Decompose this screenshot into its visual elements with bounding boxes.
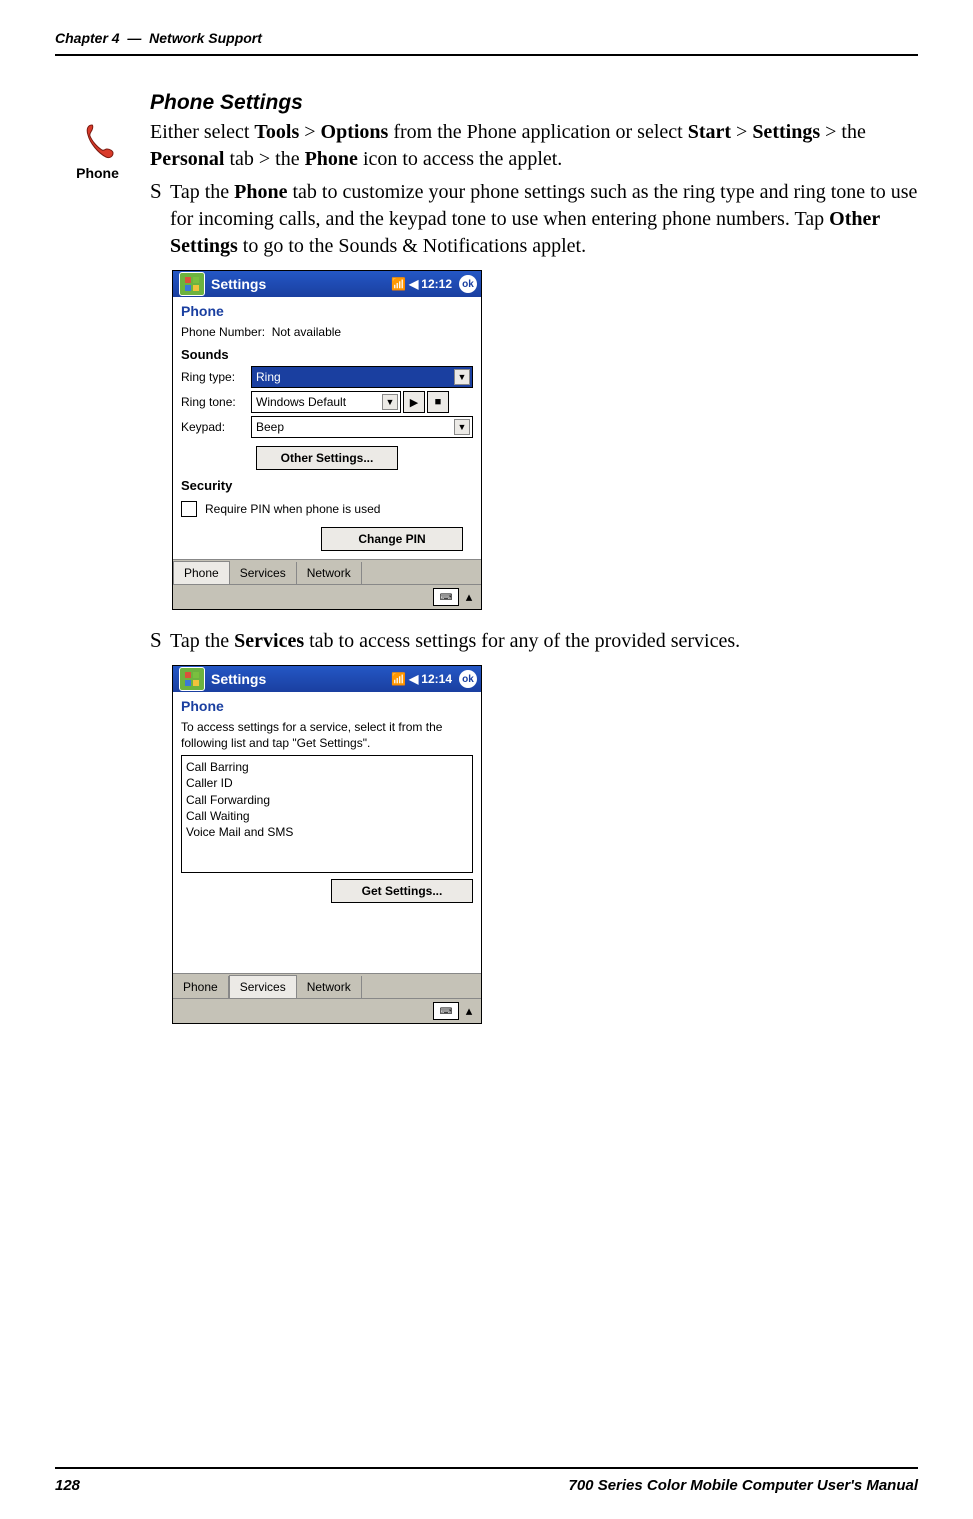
keyboard-icon[interactable]: ⌨ [433, 588, 459, 606]
require-pin-checkbox[interactable] [181, 501, 197, 517]
ppc1-phone-number: Phone Number: Not available [181, 325, 473, 339]
chevron-down-icon: ▼ [382, 394, 398, 410]
ppc1-clock: 12:12 [421, 277, 452, 291]
play-button[interactable]: ▶ [403, 391, 425, 413]
volume-icon: ◀ [409, 672, 418, 686]
tab-phone[interactable]: Phone [173, 976, 229, 998]
start-icon[interactable] [179, 667, 205, 691]
list-item[interactable]: Call Waiting [186, 808, 468, 824]
ppc2-heading: Phone [181, 698, 473, 714]
ppc1-bottombar: ⌨ ▴ [173, 584, 481, 609]
list-item[interactable]: Call Barring [186, 759, 468, 775]
tab-services[interactable]: Services [230, 562, 297, 584]
screenshot2: Settings 📶 ◀ 12:14 ok Phone To access se… [172, 665, 482, 1024]
screenshot1: Settings 📶 ◀ 12:12 ok Phone Phone Number… [172, 270, 482, 610]
other-settings-button[interactable]: Other Settings... [256, 446, 398, 470]
section-heading: Phone Settings [150, 91, 918, 115]
chevron-down-icon: ▼ [454, 369, 470, 385]
ppc2-title-label: Settings [211, 671, 266, 687]
get-settings-button[interactable]: Get Settings... [331, 879, 473, 903]
change-pin-button[interactable]: Change PIN [321, 527, 463, 551]
ok-button[interactable]: ok [459, 670, 477, 688]
ppc2-clock: 12:14 [421, 672, 452, 686]
ppc2-tray: 📶 ◀ 12:14 ok [391, 670, 481, 688]
bullet-marker: S [150, 628, 170, 655]
ring-type-label: Ring type: [181, 370, 251, 384]
list-item[interactable]: Call Forwarding [186, 792, 468, 808]
ok-button[interactable]: ok [459, 275, 477, 293]
ppc1-sounds-heading: Sounds [181, 347, 473, 362]
ppc1-tabs: Phone Services Network [173, 559, 481, 584]
keypad-label: Keypad: [181, 420, 251, 434]
ppc2-titlebar: Settings 📶 ◀ 12:14 ok [173, 666, 481, 692]
intro-text: Either select Tools > Options from the P… [150, 119, 918, 173]
footer-text: 128 700 Series Color Mobile Computer Use… [55, 1477, 918, 1494]
tab-network[interactable]: Network [297, 562, 362, 584]
keyboard-icon[interactable]: ⌨ [433, 1002, 459, 1020]
ppc1-heading: Phone [181, 303, 473, 319]
ppc1-titlebar: Settings 📶 ◀ 12:12 ok [173, 271, 481, 297]
bullet1-text: Tap the Phone tab to customize your phon… [170, 179, 918, 260]
phone-icon [80, 121, 116, 161]
ppc2-instructions: To access settings for a service, select… [181, 720, 473, 751]
keypad-select[interactable]: Beep ▼ [251, 416, 473, 438]
phone-icon-label: Phone [55, 165, 140, 181]
header-chapter: Chapter 4 [55, 30, 120, 46]
up-arrow-icon[interactable]: ▴ [463, 589, 475, 605]
header-rule [55, 54, 918, 56]
signal-icon: 📶 [391, 277, 406, 291]
chevron-down-icon: ▼ [454, 419, 470, 435]
tab-services[interactable]: Services [229, 975, 297, 998]
ppc1-tray: 📶 ◀ 12:12 ok [391, 275, 481, 293]
page-header: Chapter 4 — Network Support [55, 30, 918, 46]
volume-icon: ◀ [409, 277, 418, 291]
signal-icon: 📶 [391, 672, 406, 686]
tab-phone[interactable]: Phone [173, 561, 230, 584]
stop-button[interactable]: ■ [427, 391, 449, 413]
ring-tone-select[interactable]: Windows Default ▼ [251, 391, 401, 413]
header-sep: — [127, 30, 141, 46]
bullet2-text: Tap the Services tab to access settings … [170, 628, 918, 655]
header-title: Network Support [149, 30, 262, 46]
bullet-marker: S [150, 179, 170, 260]
start-icon[interactable] [179, 272, 205, 296]
list-item[interactable]: Voice Mail and SMS [186, 824, 468, 840]
ring-tone-label: Ring tone: [181, 395, 251, 409]
require-pin-label: Require PIN when phone is used [205, 502, 380, 516]
ppc2-bottombar: ⌨ ▴ [173, 998, 481, 1023]
page-number: 128 [55, 1477, 80, 1494]
manual-title: 700 Series Color Mobile Computer User's … [569, 1477, 919, 1494]
tab-network[interactable]: Network [297, 976, 362, 998]
footer-rule [55, 1467, 918, 1469]
services-listbox[interactable]: Call Barring Caller ID Call Forwarding C… [181, 755, 473, 873]
ppc1-title-label: Settings [211, 276, 266, 292]
ppc1-security-heading: Security [181, 478, 473, 493]
ppc2-tabs: Phone Services Network [173, 973, 481, 998]
list-item[interactable]: Caller ID [186, 775, 468, 791]
up-arrow-icon[interactable]: ▴ [463, 1003, 475, 1019]
ring-type-select[interactable]: Ring ▼ [251, 366, 473, 388]
